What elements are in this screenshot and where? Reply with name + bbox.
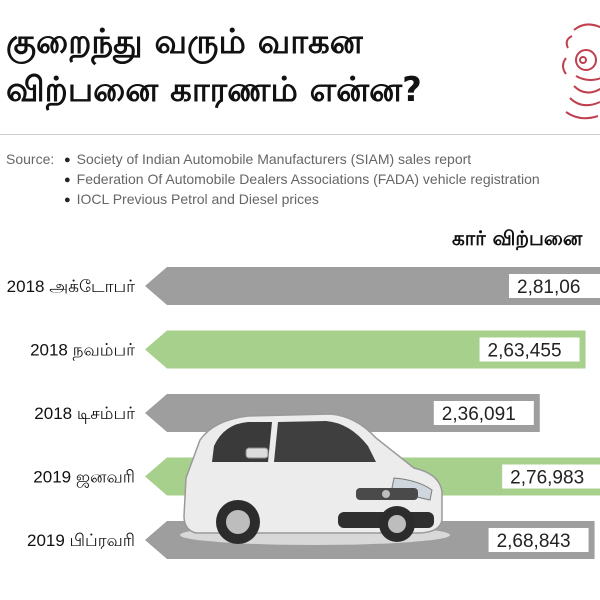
source-item-siam: Society of Indian Automobile Manufacture… (64, 151, 472, 167)
bar (145, 330, 586, 369)
data-label: 2,63,455 (488, 341, 562, 362)
labels-group: 2,81,06 2018 அக்டோபர் 2,63,455 2018 நவம்பர்… (7, 277, 584, 552)
value-label-box (509, 274, 600, 298)
header-divider (0, 134, 600, 135)
data-label: 2,76,983 (510, 468, 584, 489)
headline-line-1: குறைந்து வரும் வாகன (6, 22, 363, 62)
chart-title: கார் விற்பனை (452, 226, 583, 250)
data-label: 2,36,091 (442, 404, 516, 425)
car-illustration (180, 413, 450, 545)
category-label: 2018 டிசம்பர் (34, 404, 135, 423)
mascot-face-icon (562, 23, 600, 120)
category-label: 2019 ஜனவரி (33, 468, 135, 489)
headline: குறைந்து வரும் வாகன விற்பனை காரணம் என்ன? (6, 18, 526, 114)
source-item-fada: Federation Of Automobile Dealers Associa… (64, 171, 540, 187)
value-label-box (479, 337, 580, 362)
data-label: 2,81,06 (517, 277, 580, 298)
headline-line-2: விற்பனை காரணம் என்ன? (6, 70, 422, 110)
category-label: 2018 நவம்பர் (30, 341, 135, 360)
value-label-box (433, 401, 534, 425)
value-label-box (488, 528, 589, 552)
bar (145, 267, 600, 305)
category-label: 2018 அக்டோபர் (7, 277, 135, 296)
category-label: 2019 பிப்ரவரி (27, 531, 135, 550)
value-label-box (502, 464, 600, 489)
source-item-iocl: IOCL Previous Petrol and Diesel prices (64, 191, 319, 207)
source-label: Source: (6, 151, 55, 167)
data-label: 2,68,843 (497, 531, 571, 552)
